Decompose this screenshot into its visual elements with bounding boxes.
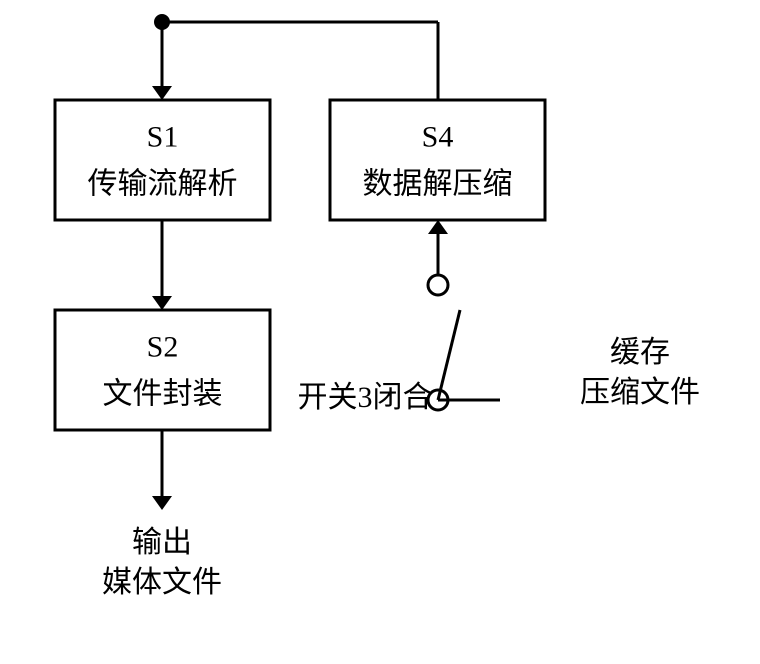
arrow-switch-up [428,220,448,234]
node-s2-id: S2 [147,330,179,363]
cache-label-line2: 压缩文件 [580,376,700,409]
arrow-s2-output [152,496,172,510]
output-label-line2: 媒体文件 [102,566,222,599]
node-s1-label: 传输流解析 [88,167,238,200]
node-s1-id: S1 [147,120,179,153]
node-s4-label: 数据解压缩 [363,167,513,200]
switch-arm [438,310,460,400]
switch-label: 开关3闭合 [298,381,433,414]
arrow-to-s1 [152,86,172,100]
node-s4-box [330,100,545,220]
switch-contact-top [428,275,448,295]
node-s2-box [55,310,270,430]
cache-label-line1: 缓存 [610,336,670,369]
arrow-s1-s2 [152,296,172,310]
node-s2-label: 文件封装 [103,377,223,410]
node-s4-id: S4 [422,120,454,153]
output-label-line1: 输出 [132,526,192,559]
node-s1-box [55,100,270,220]
